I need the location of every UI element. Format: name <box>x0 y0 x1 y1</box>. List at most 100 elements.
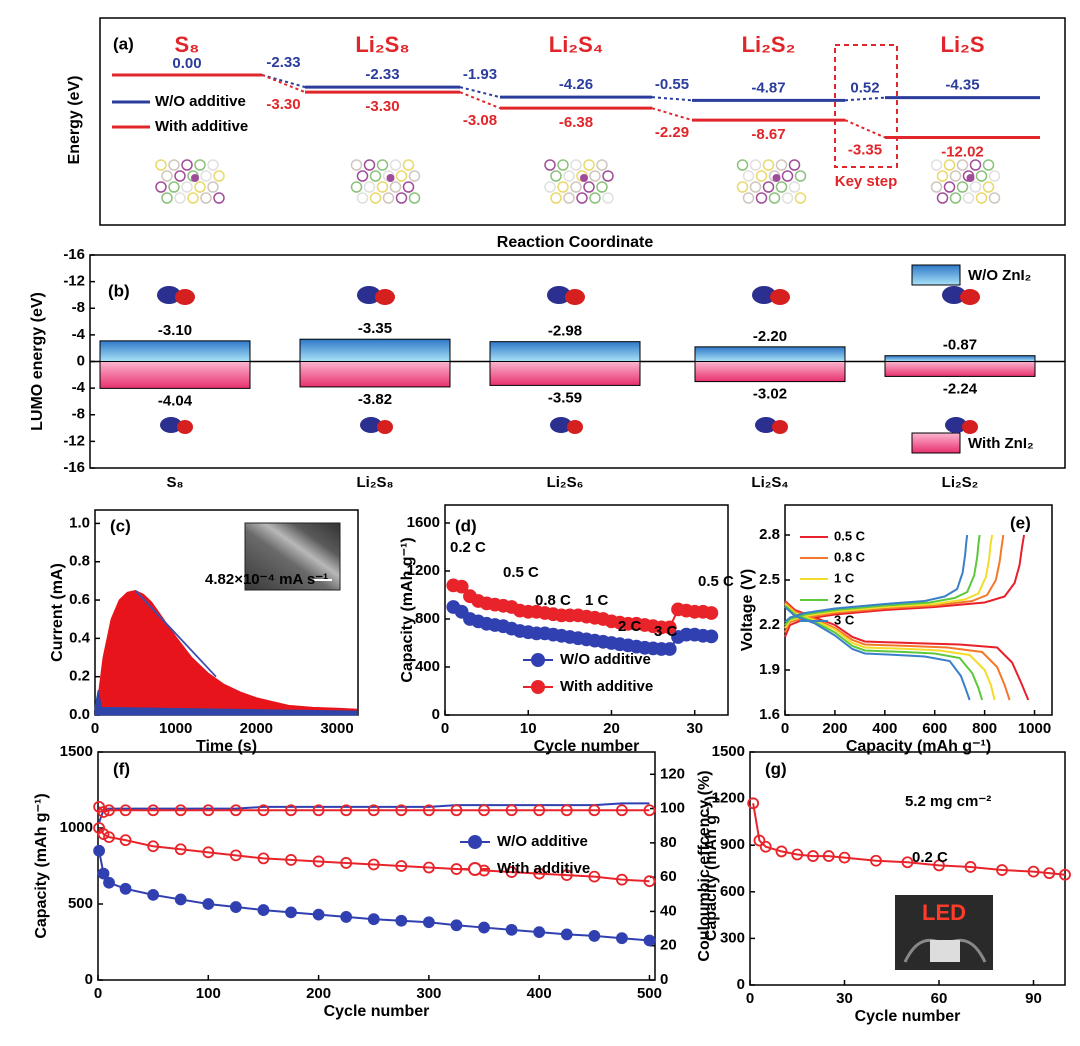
orbital <box>772 420 788 434</box>
step-label: -1.93 <box>463 66 497 83</box>
orbital <box>960 289 980 305</box>
atom <box>395 170 408 182</box>
atom <box>962 192 975 204</box>
atom <box>781 170 794 182</box>
atom <box>788 181 801 193</box>
atom <box>762 159 775 171</box>
orbital <box>942 286 966 304</box>
x-axis-title: Capacity (mAh g⁻¹) <box>846 738 991 755</box>
y2-tick-label: -12 <box>63 432 85 449</box>
marker <box>422 916 435 929</box>
atom <box>775 159 788 171</box>
atom <box>570 181 582 193</box>
legend-label: 3 C <box>834 612 855 627</box>
atom <box>589 192 601 204</box>
atom <box>557 159 569 171</box>
annotation: 0.2 C <box>912 849 948 866</box>
marker <box>285 906 297 919</box>
x-tick-label: 200 <box>306 985 331 1002</box>
y-axis-title: Current (mA) <box>49 563 66 662</box>
atom <box>583 159 595 171</box>
atom <box>174 170 186 182</box>
y2-tick-label: -16 <box>63 459 85 476</box>
atom <box>356 192 369 204</box>
marker <box>312 855 325 868</box>
marker <box>478 804 490 817</box>
bar <box>884 361 1036 377</box>
marker <box>174 893 187 906</box>
panel-frame <box>99 17 1066 226</box>
x-tick-label: 0 <box>91 720 99 737</box>
marker <box>822 850 835 862</box>
x-tick-label: 20 <box>603 720 620 737</box>
value-label: -3.59 <box>548 389 582 406</box>
x-tick-label: S₈ <box>166 474 183 491</box>
y2-tick-label: 40 <box>660 902 677 919</box>
atom <box>376 159 389 171</box>
y-tick-label: 1.0 <box>69 514 90 531</box>
atom <box>982 159 995 171</box>
orbital <box>175 289 195 305</box>
atom <box>969 159 982 171</box>
orbital <box>375 289 395 305</box>
atom <box>583 181 595 193</box>
y-tick-label: -8 <box>72 299 85 316</box>
atom <box>949 192 962 204</box>
step-label: -3.35 <box>848 141 882 158</box>
step-label: -2.29 <box>655 124 689 141</box>
x-tick-label: 1000 <box>159 720 192 737</box>
atom <box>768 192 781 204</box>
x-tick-label: 500 <box>637 985 662 1002</box>
series-line <box>784 601 1011 701</box>
y2-tick-label: 100 <box>660 800 685 817</box>
atom <box>181 181 193 193</box>
y-tick-label: 2.8 <box>759 526 780 543</box>
y2-tick-label: 60 <box>660 868 677 885</box>
legend-label: With additive <box>560 678 653 695</box>
annotation: 5.2 mg cm⁻² <box>905 793 991 810</box>
orbital <box>550 417 572 433</box>
step-label: -3.30 <box>266 96 300 113</box>
species-label: S₈ <box>175 32 200 57</box>
y-tick-label: -4 <box>72 326 86 343</box>
marker <box>97 806 110 818</box>
area <box>94 690 358 716</box>
tangent-line <box>134 589 217 678</box>
atom <box>200 170 212 182</box>
marker <box>367 804 380 817</box>
x-tick-label: 0 <box>441 720 449 737</box>
x-tick-label: 300 <box>416 985 441 1002</box>
atom <box>181 159 193 171</box>
series-line <box>784 534 994 629</box>
marker <box>257 804 270 817</box>
step-label: -0.55 <box>655 76 689 93</box>
orbital <box>752 286 776 304</box>
y-tick-label: 1200 <box>407 562 440 579</box>
legend-swatch <box>911 264 961 286</box>
y-tick-label: 1600 <box>407 514 440 531</box>
series-line <box>98 806 650 814</box>
marker <box>588 930 601 942</box>
y2-tick-label: -8 <box>72 406 85 423</box>
marker <box>704 606 719 620</box>
y2-tick-label: 120 <box>660 765 685 782</box>
marker <box>775 845 788 858</box>
y-tick-label: 0 <box>77 352 85 369</box>
x-tick-label: 60 <box>931 990 948 1007</box>
step-connector <box>844 119 886 139</box>
atom <box>363 181 376 193</box>
y-tick-label: 0 <box>737 976 745 993</box>
atom <box>930 181 943 193</box>
panel-label: (f) <box>113 759 130 778</box>
y-tick-label: -16 <box>63 246 85 263</box>
atom <box>943 181 956 193</box>
y-tick-label: 0 <box>432 706 440 723</box>
x-axis-title: Cycle number <box>534 738 640 755</box>
y-tick-label: 600 <box>720 883 745 900</box>
y-tick-label: 0.4 <box>69 629 91 646</box>
marker <box>202 898 215 910</box>
x-tick-label: 10 <box>520 720 537 737</box>
atom <box>956 181 969 193</box>
value-label: -3.02 <box>753 386 787 403</box>
step-label: 0.52 <box>850 79 879 96</box>
